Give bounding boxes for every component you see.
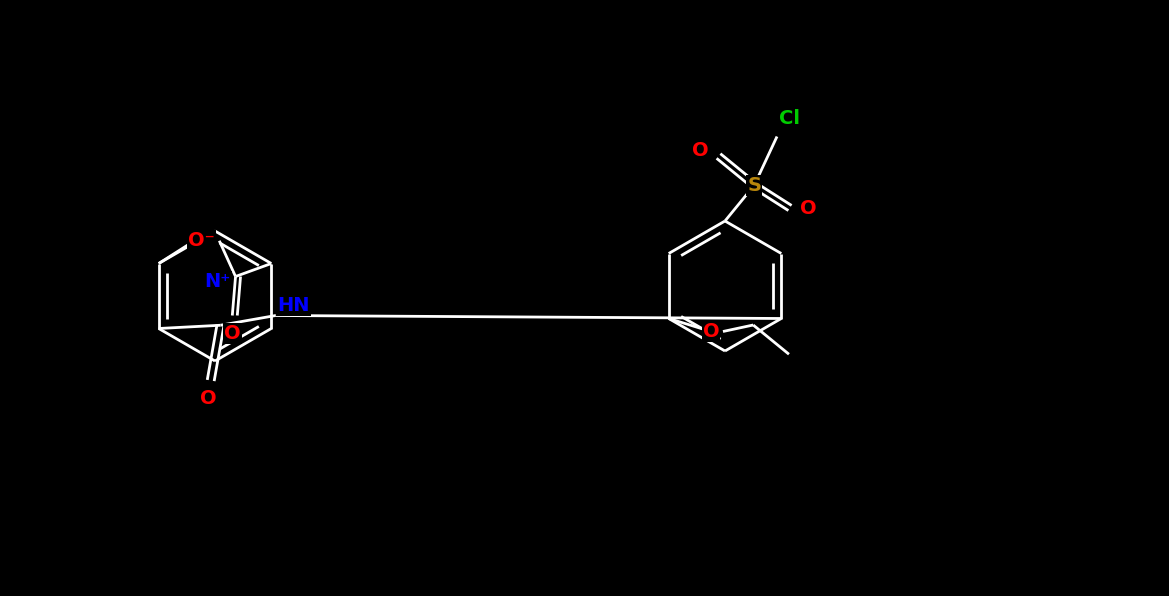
- Text: O⁻: O⁻: [188, 231, 215, 250]
- Text: Cl: Cl: [779, 109, 800, 128]
- Text: O: O: [692, 141, 708, 160]
- Text: S: S: [747, 176, 761, 195]
- Text: O: O: [703, 322, 719, 341]
- Text: O: O: [224, 324, 241, 343]
- Text: O: O: [800, 198, 816, 218]
- Text: HN: HN: [277, 296, 310, 315]
- Text: O: O: [200, 389, 217, 408]
- Text: N⁺: N⁺: [205, 272, 230, 291]
